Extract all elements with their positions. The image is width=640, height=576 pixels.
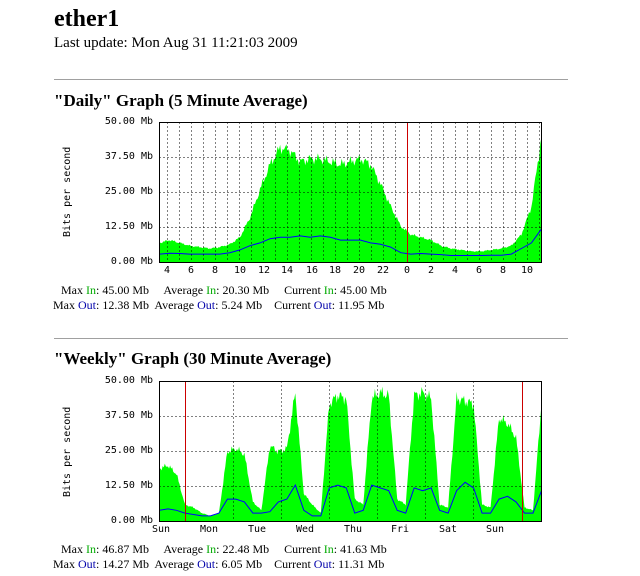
daily-stats-in: Max In: 45.00 Mb Average In: 20.30 Mb Cu… — [61, 283, 387, 297]
x-tick-label: Wed — [295, 524, 315, 535]
x-tick-label: 0 — [403, 265, 411, 276]
x-tick-label: 4 — [451, 265, 459, 276]
x-tick-label: 6 — [187, 265, 195, 276]
x-tick-label: 18 — [328, 265, 342, 276]
daily-y-tick: 0.00 Mb — [110, 256, 153, 267]
page-title: ether1 — [54, 6, 120, 32]
daily-y-tick: 50.00 Mb — [104, 116, 153, 127]
weekly-y-tick: 0.00 Mb — [110, 515, 153, 526]
weekly-y-tick: 25.00 Mb — [104, 445, 153, 456]
divider — [54, 79, 568, 80]
x-tick-label: 8 — [499, 265, 507, 276]
x-tick-label: Sun — [485, 524, 505, 535]
x-tick-label: 8 — [211, 265, 219, 276]
x-tick-label: 14 — [280, 265, 294, 276]
daily-y-tick: 25.00 Mb — [104, 186, 153, 197]
weekly-stats-out: Max Out: 14.27 Mb Average Out: 6.05 Mb C… — [53, 557, 385, 571]
x-tick-label: 20 — [352, 265, 366, 276]
x-tick-label: Thu — [343, 524, 363, 535]
x-tick-label: Sat — [438, 524, 458, 535]
last-update: Last update: Mon Aug 31 11:21:03 2009 — [54, 35, 298, 51]
weekly-y-tick: 12.50 Mb — [104, 480, 153, 491]
daily-stats-out: Max Out: 12.38 Mb Average Out: 5.24 Mb C… — [53, 298, 385, 312]
x-tick-label: 10 — [233, 265, 247, 276]
daily-graph-heading: "Daily" Graph (5 Minute Average) — [54, 91, 308, 110]
daily-y-tick: 37.50 Mb — [104, 151, 153, 162]
x-tick-label: 10 — [520, 265, 534, 276]
x-tick-label: Tue — [247, 524, 267, 535]
x-tick-label: Mon — [199, 524, 219, 535]
weekly-graph-heading: "Weekly" Graph (30 Minute Average) — [54, 349, 332, 368]
daily-y-tick: 12.50 Mb — [104, 221, 153, 232]
x-tick-label: 12 — [257, 265, 271, 276]
x-tick-label: Fri — [390, 524, 410, 535]
x-tick-label: 6 — [475, 265, 483, 276]
divider — [54, 338, 568, 339]
weekly-y-tick: 50.00 Mb — [104, 375, 153, 386]
x-tick-label: 2 — [427, 265, 435, 276]
x-tick-label: Sun — [151, 524, 171, 535]
x-tick-label: 16 — [305, 265, 319, 276]
x-tick-label: 22 — [376, 265, 390, 276]
weekly-y-tick: 37.50 Mb — [104, 410, 153, 421]
weekly-stats-in: Max In: 46.87 Mb Average In: 22.48 Mb Cu… — [61, 542, 387, 556]
x-tick-label: 4 — [163, 265, 171, 276]
